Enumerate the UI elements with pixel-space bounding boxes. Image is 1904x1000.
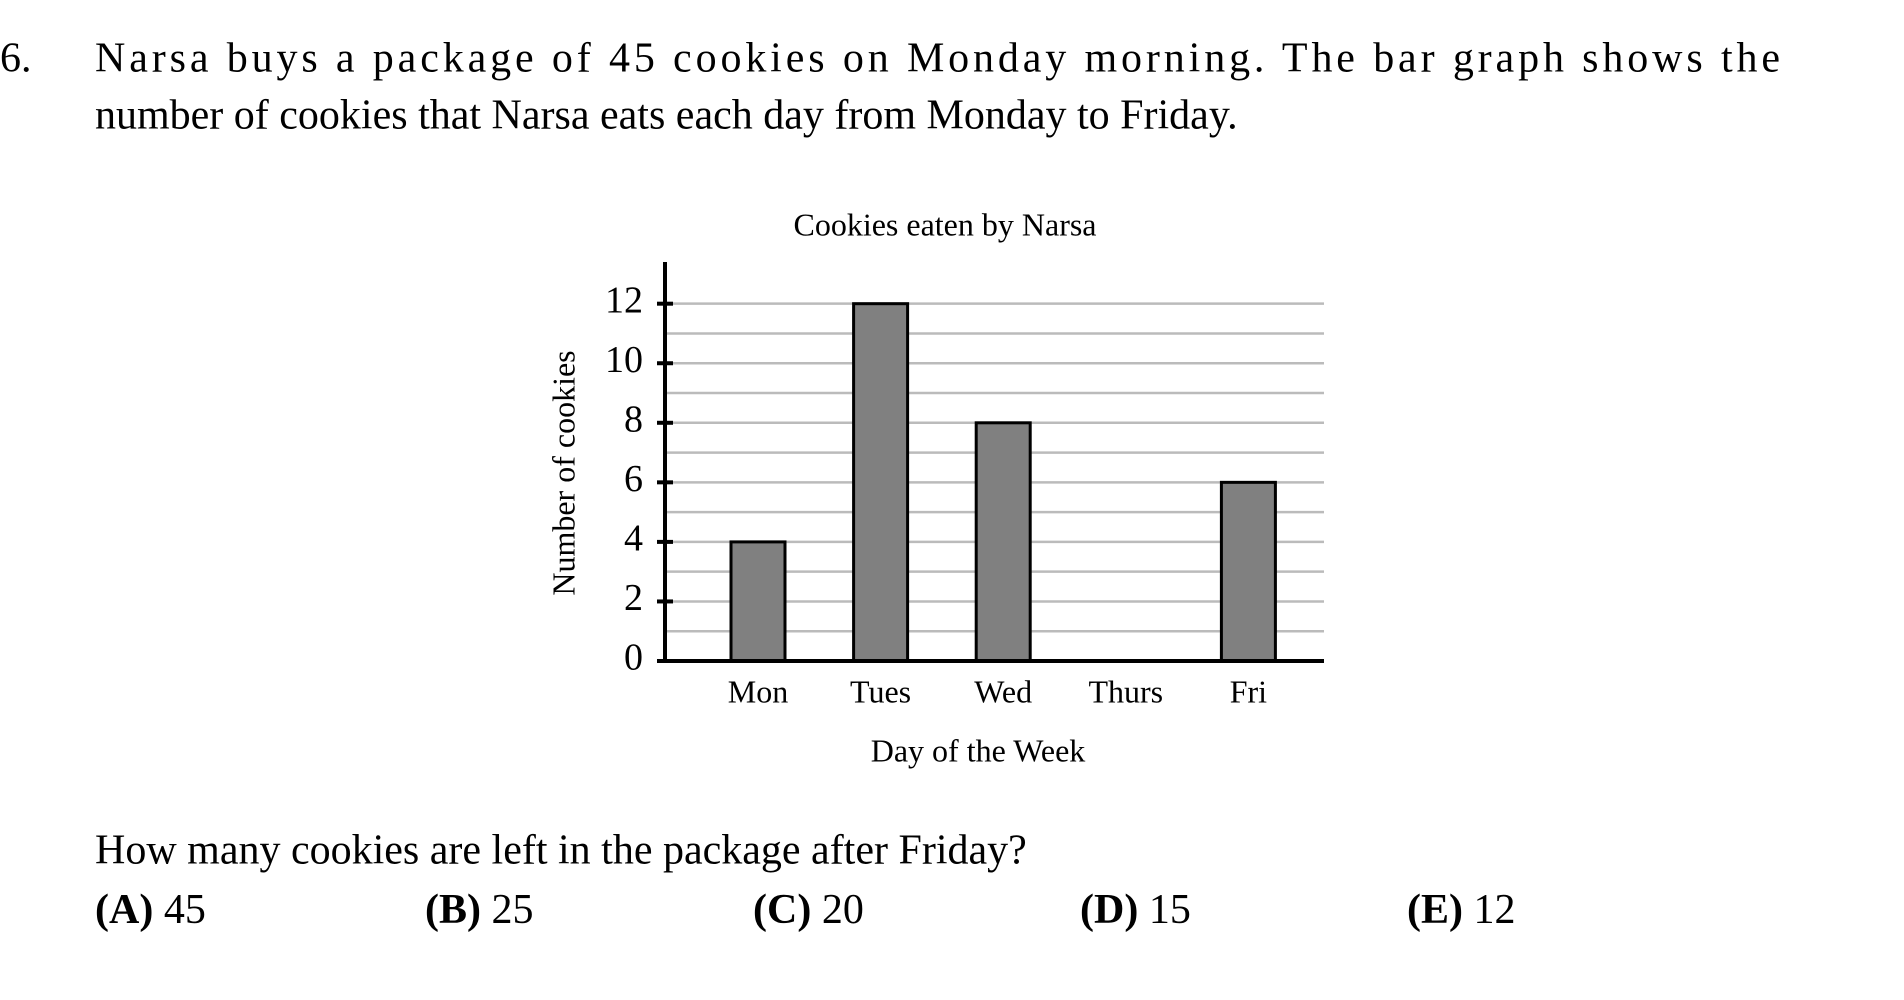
choice-text: 12: [1474, 887, 1516, 933]
choice: (C) 20: [753, 887, 864, 933]
y-tick-label: 2: [624, 577, 643, 619]
plot: 0 2 4 6 8 10 12 Mon Tues Wed Thurs Fri: [605, 262, 1324, 709]
choices: (A) 45 (B) 25 (C) 20 (D) 15 (E) 12: [95, 887, 1516, 933]
bar: [974, 421, 1032, 663]
y-tick-label: 12: [605, 279, 643, 321]
choice-letter: (A): [95, 887, 153, 933]
choice-text: 15: [1149, 887, 1191, 933]
bar: [852, 302, 910, 663]
question-number: 6.: [0, 36, 32, 82]
choice: (B) 25: [425, 887, 534, 933]
y-tick-label: 10: [605, 339, 643, 381]
x-tick-label: Wed: [974, 673, 1032, 709]
choice-letter: (C): [753, 887, 811, 933]
choice: (A) 45: [95, 887, 206, 933]
chart-title: Cookies eaten by Narsa: [793, 206, 1096, 242]
bar: [1219, 480, 1277, 663]
x-tick-label: Tues: [850, 673, 911, 709]
bar: [729, 540, 787, 663]
choice-letter: (B): [425, 887, 481, 933]
choice: (D) 15: [1080, 887, 1191, 933]
choice-letter: (D): [1080, 887, 1138, 933]
choice-text: 25: [492, 887, 534, 933]
question-line: number of cookies that Narsa eats each d…: [95, 93, 1238, 139]
y-tick-label: 4: [624, 518, 643, 560]
choice-letter: (E): [1407, 887, 1463, 933]
y-axis-label: Number of cookies: [545, 350, 581, 595]
question-line: Narsa buys a package of 45 cookies on Mo…: [95, 36, 1780, 82]
choice-text: 45: [164, 887, 206, 933]
y-tick-label: 8: [624, 399, 643, 441]
x-tick-label: Mon: [728, 673, 788, 709]
question-prompt: How many cookies are left in the package…: [95, 828, 1027, 874]
x-tick-label: Fri: [1230, 673, 1267, 709]
x-axis-label: Day of the Week: [871, 732, 1086, 768]
choice-text: 20: [822, 887, 864, 933]
choice: (E) 12: [1407, 887, 1516, 933]
y-tick-label: 6: [624, 458, 643, 500]
y-tick-label: 0: [624, 637, 643, 679]
x-tick-label: Thurs: [1088, 673, 1163, 709]
